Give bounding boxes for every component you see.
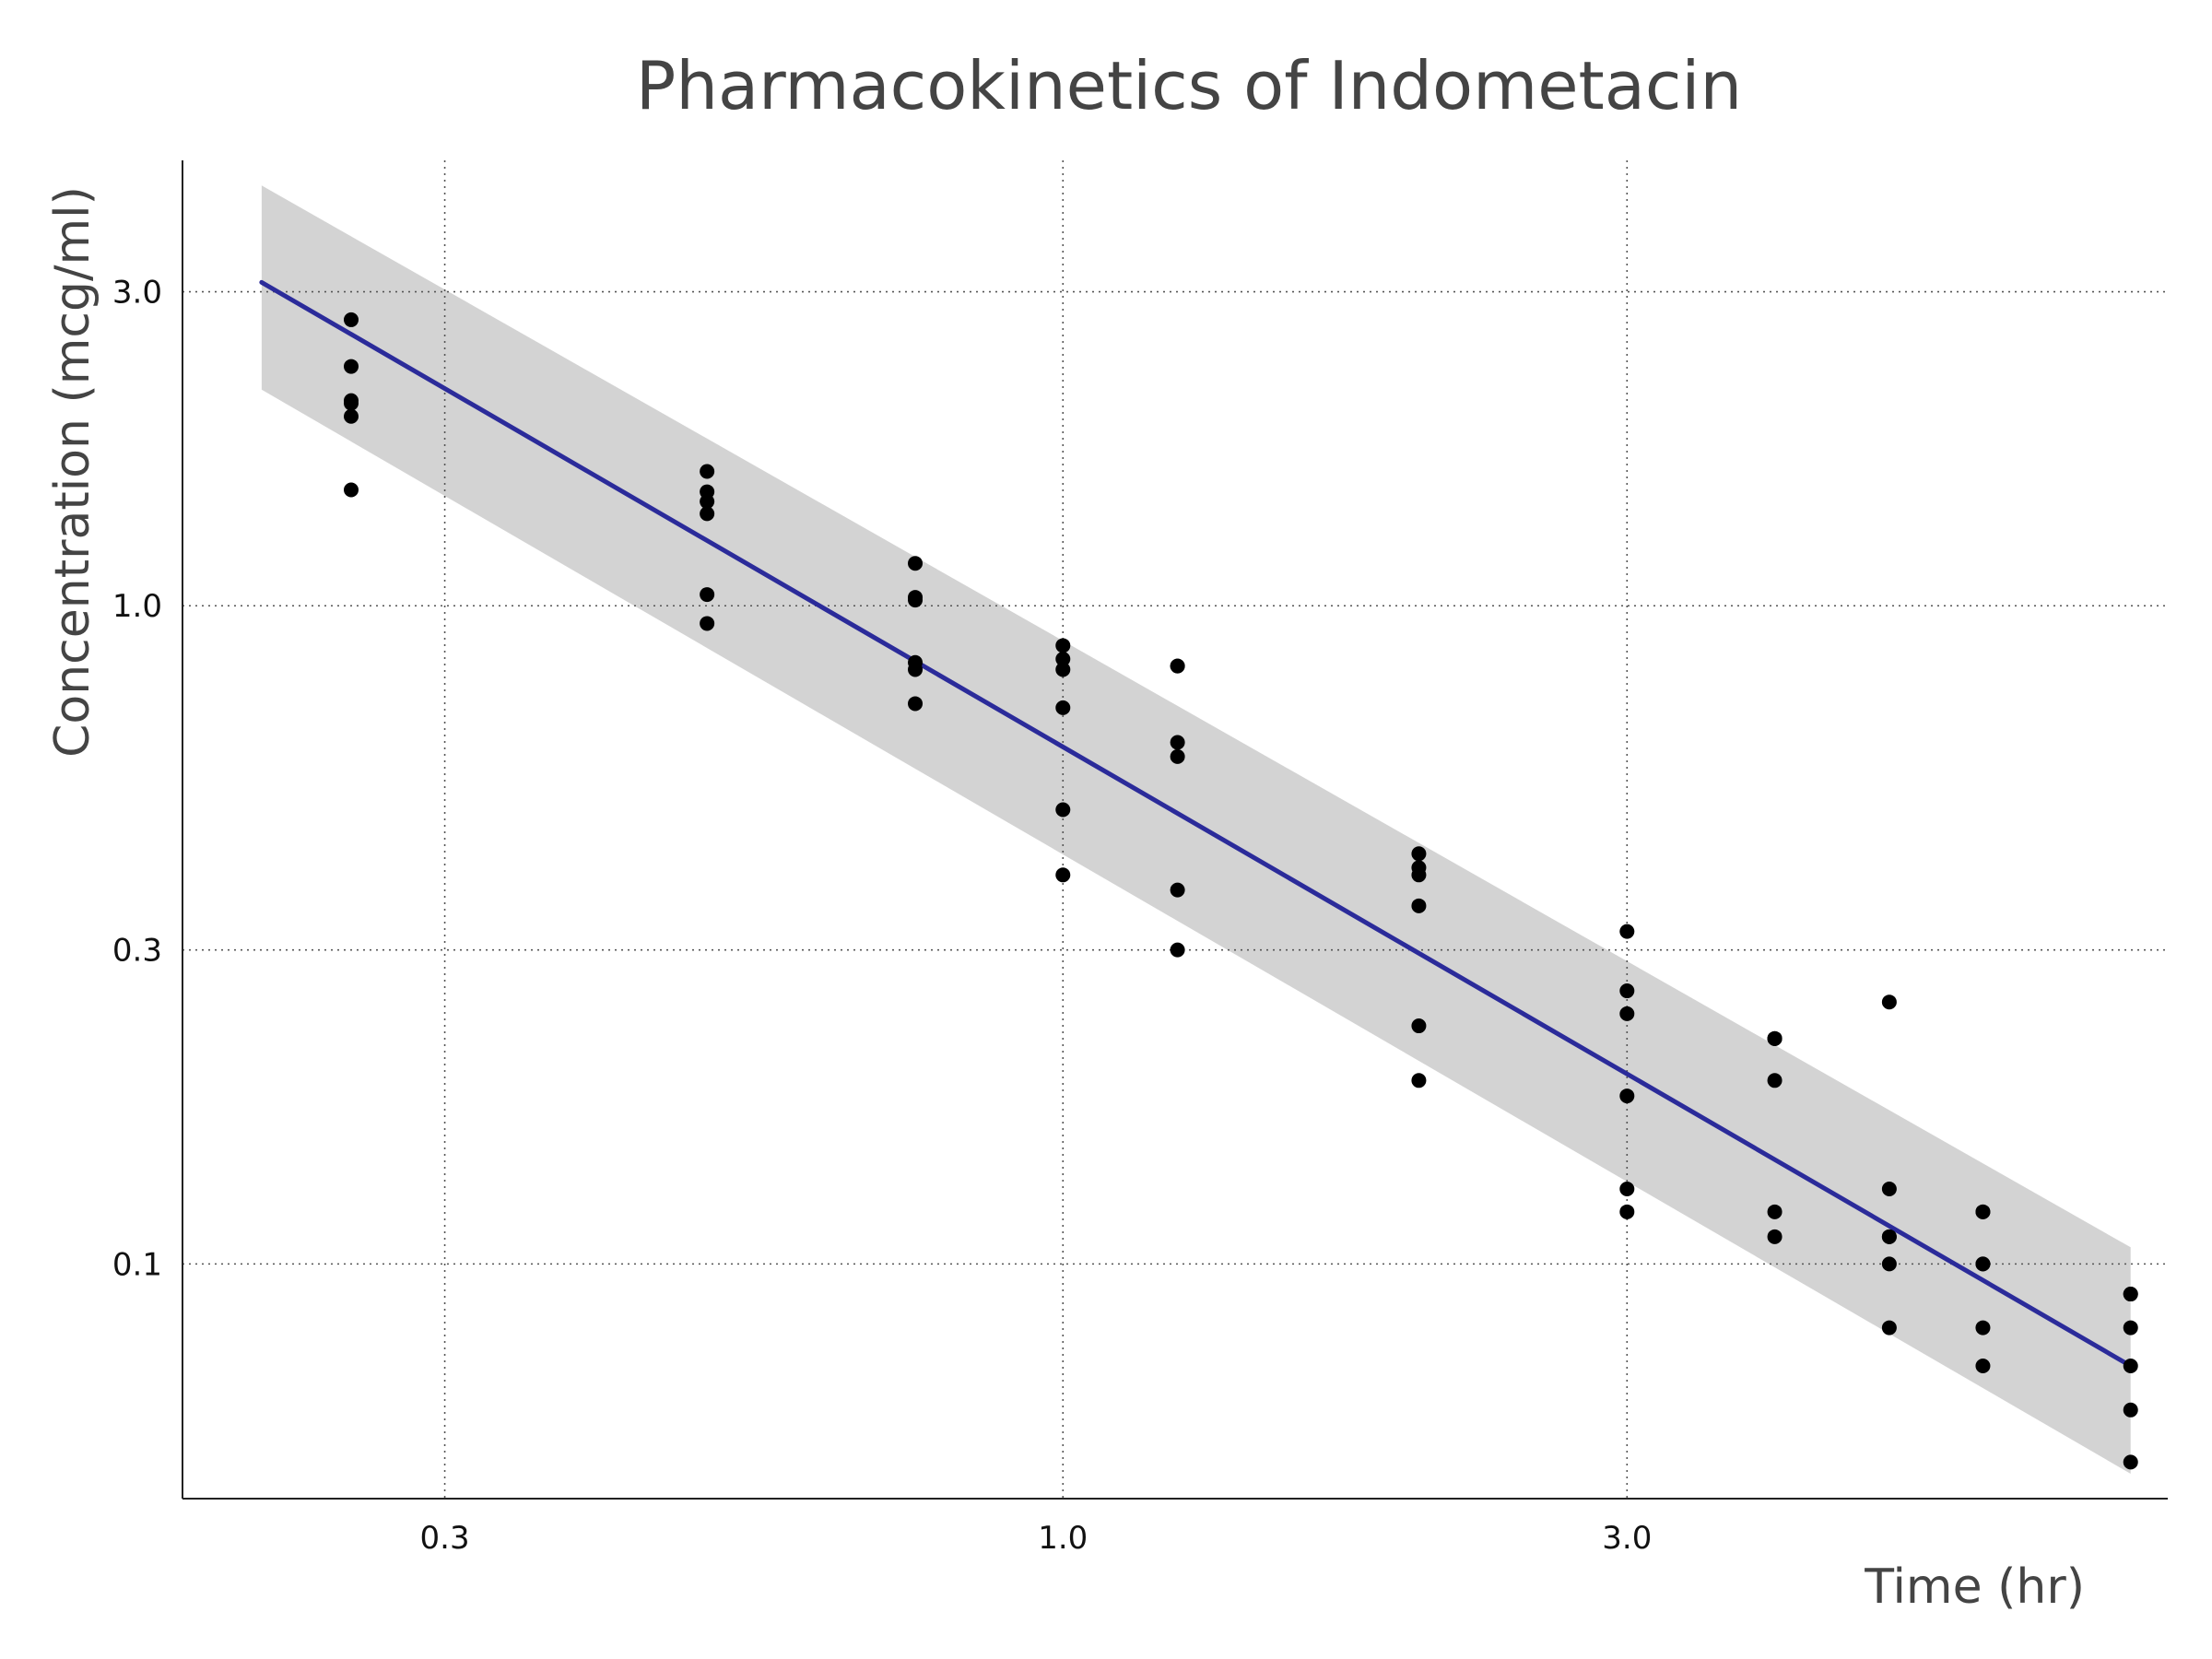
data-point [1975,1204,1991,1219]
data-point [344,312,359,327]
data-point [1619,1182,1635,1197]
data-point [700,616,715,631]
grid-layer [182,160,2168,1499]
data-point [700,506,715,522]
data-point [1055,662,1071,677]
data-point [1055,652,1071,667]
data-point [2123,1320,2138,1335]
data-point [1170,882,1185,898]
data-point [908,654,924,670]
data-point [344,482,359,498]
data-point [2123,1287,2138,1302]
data-point [344,393,359,408]
data-point [1767,1030,1783,1046]
data-point [1170,748,1185,764]
data-point [1619,924,1635,939]
data-point [700,484,715,500]
data-point [1619,983,1635,999]
y-tick-label: 0.1 [112,1246,162,1283]
data-point [1767,1204,1783,1219]
confidence-band [261,185,2131,1475]
data-point [1619,1088,1635,1104]
data-point [1881,994,1897,1010]
data-point [1055,802,1071,818]
data-point [1975,1358,1991,1373]
data-point [700,587,715,603]
chart-title: Pharmacokinetics of Indometacin [636,47,1742,124]
data-point [1055,867,1071,883]
data-point [1767,1229,1783,1244]
x-axis-title: Time (hr) [1864,1559,2085,1615]
data-point [1975,1320,1991,1335]
data-point [1170,735,1185,750]
data-point [1170,942,1185,958]
data-point [908,556,924,571]
data-point [1411,1073,1427,1088]
data-point [1619,1006,1635,1021]
data-point [1411,846,1427,862]
data-point [1881,1320,1897,1335]
data-point [1881,1256,1897,1272]
x-tick-label: 3.0 [1602,1520,1652,1557]
data-point [1411,898,1427,913]
data-point [344,359,359,374]
y-axis-title: Concentration (mcg/ml) [45,186,100,758]
y-tick-label: 0.3 [112,933,162,970]
data-point [1881,1229,1897,1244]
data-point [1881,1182,1897,1197]
tick-labels-layer: 0.3 1.0 3.0 3.0 1.0 0.3 0.1 [112,275,1652,1557]
fitted-regression-line [259,279,2134,1369]
data-point [2123,1358,2138,1373]
fit-line-layer [259,279,2134,1369]
axes-layer [182,160,2168,1500]
data-point [1055,700,1071,715]
data-point [1411,1018,1427,1034]
data-point [1411,860,1427,876]
data-point [700,464,715,479]
confidence-band-layer [261,185,2131,1475]
data-point [1619,1204,1635,1219]
x-tick-label: 1.0 [1038,1520,1088,1557]
y-tick-label: 1.0 [112,588,162,625]
data-point [1767,1073,1783,1088]
y-tick-label: 3.0 [112,275,162,312]
data-point [1975,1256,1991,1272]
data-point [2123,1454,2138,1470]
data-point [1055,638,1071,653]
data-point [344,408,359,424]
data-point [908,696,924,712]
data-point [1170,658,1185,674]
data-point [2123,1402,2138,1418]
data-point [908,590,924,606]
data-points-layer [344,312,2138,1470]
x-tick-label: 0.3 [420,1520,470,1557]
